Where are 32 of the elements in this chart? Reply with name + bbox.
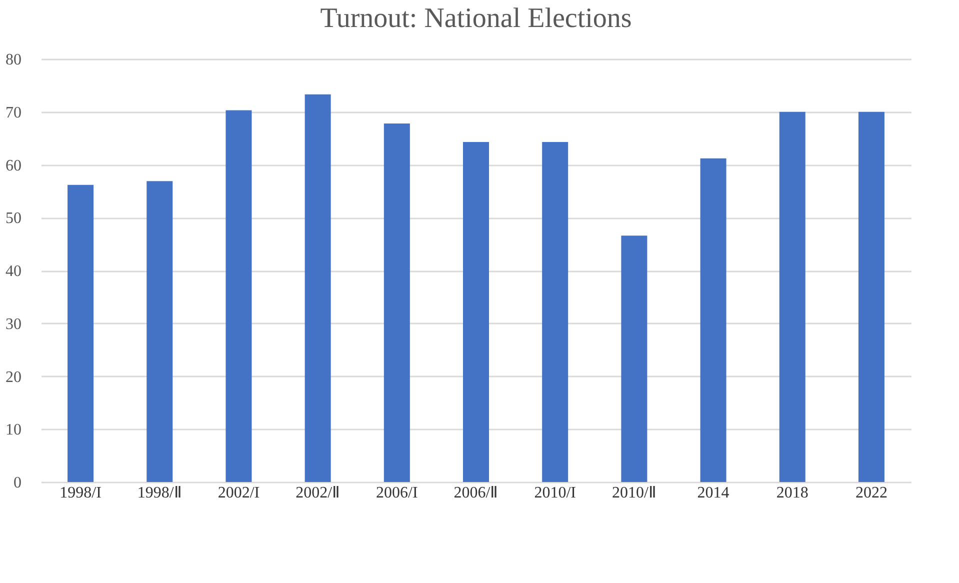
x-tick-label: 2010/Ⅱ <box>612 484 656 502</box>
y-tick-label: 10 <box>6 422 22 439</box>
x-tick-label: 2002/I <box>218 484 260 502</box>
x-tick-label: 1998/Ⅱ <box>137 484 182 502</box>
y-tick-label: 80 <box>6 52 22 68</box>
x-tick-label: 2014 <box>697 484 730 502</box>
x-tick-label: 2006/I <box>376 484 418 502</box>
chart-title: Turnout: National Elections <box>320 3 632 34</box>
bar <box>700 158 726 482</box>
bar <box>621 236 648 482</box>
x-tick-label: 2006/Ⅱ <box>454 484 498 502</box>
y-tick-label: 60 <box>6 157 22 174</box>
y-tick-label: 20 <box>6 368 22 386</box>
x-tick-label: 2010/I <box>534 484 576 502</box>
x-tick-label: 1998/I <box>60 484 102 502</box>
bar <box>304 94 331 482</box>
bar <box>858 112 884 482</box>
y-tick-label: 40 <box>6 263 22 280</box>
bar <box>68 184 94 482</box>
bar <box>226 110 252 482</box>
bar <box>463 142 489 482</box>
bar <box>384 124 410 482</box>
y-tick-label: 50 <box>6 210 22 228</box>
x-tick-label: 2002/Ⅱ <box>296 484 340 502</box>
y-tick-label: 70 <box>6 104 22 122</box>
x-tick-label: 2022 <box>855 484 888 502</box>
bar <box>146 181 173 482</box>
bar <box>779 112 806 482</box>
x-tick-label: 2018 <box>776 484 808 502</box>
y-tick-label: 0 <box>14 474 22 492</box>
bar <box>542 142 568 482</box>
y-tick-label: 30 <box>6 316 22 333</box>
